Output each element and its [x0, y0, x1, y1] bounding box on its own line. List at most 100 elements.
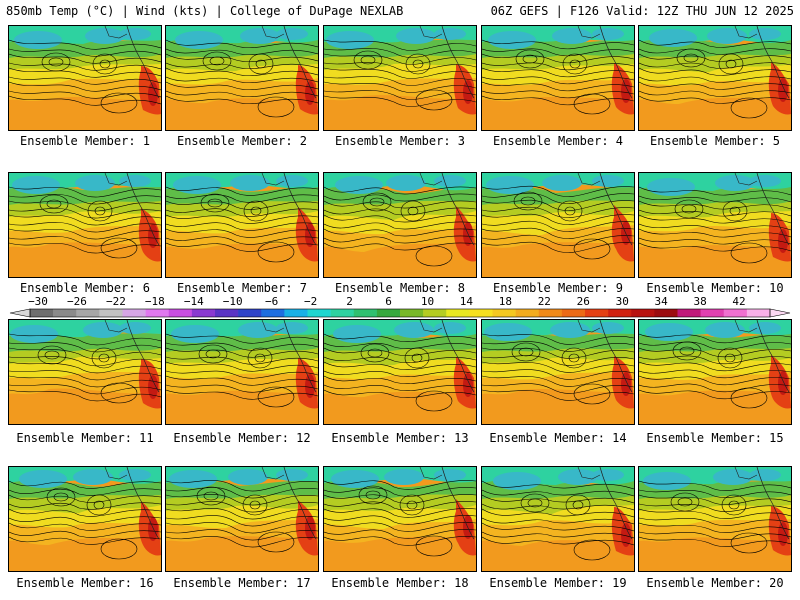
- temperature-field-map: [9, 320, 161, 424]
- colorbar-swatch: [30, 309, 54, 317]
- ensemble-member-map-19: [481, 466, 635, 572]
- colorbar-swatch: [261, 309, 285, 317]
- temperature-field-map: [482, 173, 634, 277]
- colorbar-swatch: [631, 309, 655, 317]
- colorbar-low-arrow: [9, 308, 31, 318]
- colorbar-swatch: [746, 309, 771, 317]
- colorbar-swatch: [145, 309, 170, 317]
- colorbar-swatch: [608, 309, 632, 317]
- colorbar-tick-label: −18: [144, 295, 165, 308]
- colorbar-swatch: [400, 309, 424, 317]
- ensemble-member-label-12: Ensemble Member: 12: [173, 431, 311, 445]
- colorbar-swatch: [307, 309, 331, 317]
- ensemble-member-label-7: Ensemble Member: 7: [176, 281, 308, 295]
- temperature-field-map: [324, 173, 476, 277]
- temperature-field-map: [482, 26, 634, 130]
- colorbar-swatch: [423, 309, 447, 317]
- colorbar-swatch: [122, 309, 146, 317]
- ensemble-member-label-15: Ensemble Member: 15: [646, 431, 784, 445]
- colorbar-tick-label: −2: [304, 295, 318, 308]
- temperature-field-map: [482, 320, 634, 424]
- colorbar-tick-label: 2: [346, 295, 353, 308]
- colorbar-tick-label: −6: [265, 295, 279, 308]
- colorbar-swatch: [446, 309, 470, 317]
- temperature-field-map: [166, 467, 318, 571]
- temperature-field-map: [9, 467, 161, 571]
- ensemble-member-map-11: [8, 319, 162, 425]
- colorbar-swatch: [700, 309, 725, 317]
- colorbar-swatch: [330, 309, 355, 317]
- colorbar-tick-label: −22: [105, 295, 126, 308]
- temperature-field-map: [639, 26, 791, 130]
- ensemble-member-label-9: Ensemble Member: 9: [492, 281, 624, 295]
- temperature-colorbar: [9, 308, 791, 318]
- ensemble-member-map-6: [8, 172, 162, 278]
- ensemble-member-label-16: Ensemble Member: 16: [16, 576, 154, 590]
- colorbar-tick-label: −10: [222, 295, 243, 308]
- ensemble-member-label-10: Ensemble Member: 10: [646, 281, 784, 295]
- colorbar-swatch: [284, 309, 308, 317]
- colorbar-swatch: [376, 309, 401, 317]
- temperature-field-map: [9, 173, 161, 277]
- temperature-field-map: [324, 26, 476, 130]
- ensemble-member-label-3: Ensemble Member: 3: [334, 134, 466, 148]
- temperature-field-map: [324, 467, 476, 571]
- colorbar-tick-label: −26: [67, 295, 87, 308]
- ensemble-member-map-14: [481, 319, 635, 425]
- ensemble-member-label-19: Ensemble Member: 19: [489, 576, 627, 590]
- colorbar-tick-label: −14: [183, 295, 204, 308]
- colorbar-tick-label: 10: [420, 295, 435, 308]
- ensemble-member-label-8: Ensemble Member: 8: [334, 281, 466, 295]
- colorbar-tick-label: 6: [385, 295, 392, 308]
- colorbar-swatch: [215, 309, 239, 317]
- colorbar-tick-label: 14: [459, 295, 474, 308]
- temperature-field-map: [166, 173, 318, 277]
- ensemble-member-map-1: [8, 25, 162, 131]
- colorbar-tick-label: 22: [537, 295, 551, 308]
- colorbar-swatch: [538, 309, 563, 317]
- colorbar-swatch: [654, 309, 678, 317]
- temperature-field-map: [639, 467, 791, 571]
- ensemble-member-label-6: Ensemble Member: 6: [19, 281, 151, 295]
- ensemble-member-label-2: Ensemble Member: 2: [176, 134, 308, 148]
- ensemble-member-map-2: [165, 25, 319, 131]
- colorbar-swatch: [561, 309, 586, 317]
- temperature-field-map: [166, 320, 318, 424]
- colorbar-tick-label: 42: [732, 295, 746, 308]
- temperature-field-map: [482, 467, 634, 571]
- colorbar-swatch: [53, 309, 77, 317]
- colorbar-tick-label: 18: [498, 295, 512, 308]
- ensemble-member-label-4: Ensemble Member: 4: [492, 134, 624, 148]
- ensemble-member-map-20: [638, 466, 792, 572]
- ensemble-member-map-4: [481, 25, 635, 131]
- ensemble-member-label-11: Ensemble Member: 11: [16, 431, 154, 445]
- colorbar-tick-label: 26: [576, 295, 590, 308]
- ensemble-member-map-16: [8, 466, 162, 572]
- colorbar-swatch: [469, 309, 493, 317]
- run-valid-time: 06Z GEFS | F126 Valid: 12Z THU JUN 12 20…: [490, 4, 794, 18]
- ensemble-member-label-18: Ensemble Member: 18: [331, 576, 469, 590]
- ensemble-member-map-7: [165, 172, 319, 278]
- colorbar-swatch: [353, 309, 378, 317]
- ensemble-member-map-18: [323, 466, 477, 572]
- ensemble-member-map-17: [165, 466, 319, 572]
- colorbar-swatch: [76, 309, 100, 317]
- ensemble-member-map-10: [638, 172, 792, 278]
- colorbar-high-arrow: [769, 308, 791, 318]
- ensemble-member-map-3: [323, 25, 477, 131]
- colorbar-swatch: [238, 309, 262, 317]
- colorbar-swatch: [677, 309, 701, 317]
- ensemble-member-map-8: [323, 172, 477, 278]
- colorbar-swatch: [492, 309, 516, 317]
- temperature-field-map: [639, 320, 791, 424]
- colorbar-swatch: [723, 309, 748, 317]
- temperature-field-map: [324, 320, 476, 424]
- colorbar-swatch: [191, 309, 216, 317]
- ensemble-member-label-17: Ensemble Member: 17: [173, 576, 311, 590]
- chart-title: 850mb Temp (°C) | Wind (kts) | College o…: [6, 4, 404, 18]
- colorbar-swatch: [99, 309, 123, 317]
- ensemble-member-label-5: Ensemble Member: 5: [649, 134, 781, 148]
- ensemble-member-label-13: Ensemble Member: 13: [331, 431, 469, 445]
- ensemble-member-map-9: [481, 172, 635, 278]
- ensemble-member-label-1: Ensemble Member: 1: [19, 134, 151, 148]
